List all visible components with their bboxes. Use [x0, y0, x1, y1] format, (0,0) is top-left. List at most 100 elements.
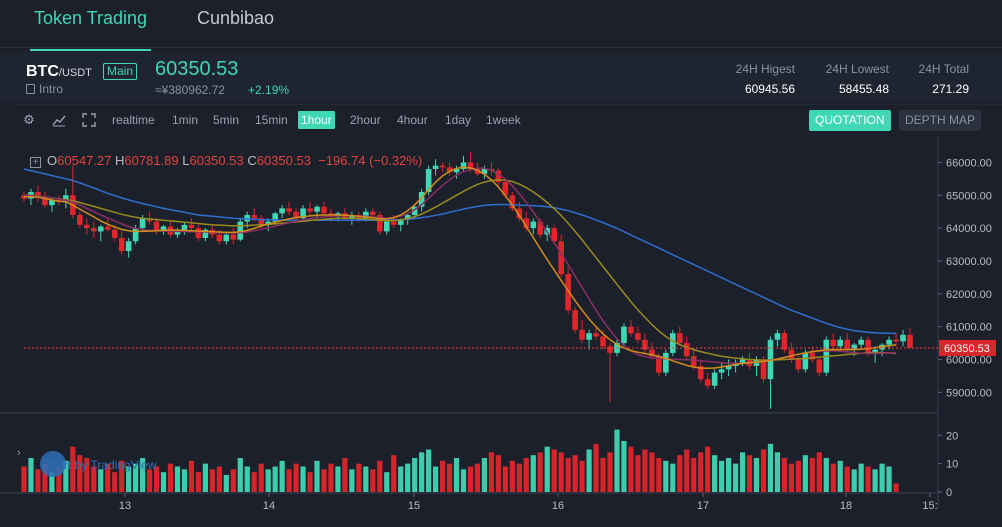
volume-bar: [42, 463, 48, 492]
interval-1day[interactable]: 1day: [445, 113, 472, 127]
trading-pair[interactable]: BTC/USDT: [26, 63, 92, 81]
volume-bar: [230, 469, 236, 492]
candle-body: [760, 359, 767, 380]
candle-body: [788, 349, 795, 360]
interval-5min[interactable]: 5min: [213, 113, 240, 127]
interval-2hour[interactable]: 2hour: [350, 113, 381, 127]
candle-body: [711, 372, 718, 386]
candle-body: [802, 352, 809, 370]
x-tick-label: 15: [408, 500, 420, 512]
volume-bar: [600, 458, 606, 492]
interval-1min[interactable]: 1min: [172, 113, 199, 127]
candle-body: [607, 346, 613, 353]
candlestick-chart[interactable]: 66000.00 65000.00 64000.00 63000.00 62000.00…: [0, 136, 1002, 527]
candle-body: [223, 234, 230, 242]
open-label: O: [47, 153, 58, 168]
stat-value: 58455.48: [838, 82, 889, 96]
candle-body: [600, 336, 606, 347]
volume-bar: [530, 455, 536, 492]
volume-bar: [642, 449, 648, 492]
depth-map-button[interactable]: DEPTH MAP: [899, 110, 982, 131]
tradingview-attribution[interactable]: Chart by TradingView: [42, 458, 157, 472]
volume-bar: [146, 469, 153, 492]
volume-bar: [593, 443, 599, 492]
main-badge: Main: [103, 63, 138, 80]
interval-15min[interactable]: 15min: [255, 113, 288, 127]
candle-body: [872, 349, 878, 353]
candle-body: [572, 310, 578, 330]
candle-body: [111, 229, 118, 238]
candle-body: [865, 339, 871, 353]
candle-body: [704, 379, 711, 386]
x-tick-label: 15:: [922, 500, 937, 512]
intro-link[interactable]: Intro: [26, 82, 63, 96]
candle-body: [858, 339, 864, 345]
volume-bar: [188, 460, 195, 492]
indicator-icon[interactable]: [52, 113, 66, 127]
volume-bar: [412, 458, 418, 492]
candle-body: [411, 206, 418, 215]
volume-bar: [77, 455, 83, 492]
candle-body: [293, 211, 299, 219]
candle-body: [370, 211, 376, 215]
candle-body: [230, 234, 237, 240]
intro-label: Intro: [39, 82, 64, 96]
last-price-tag: [939, 339, 996, 356]
y-tick-label: 59000.00: [946, 387, 992, 399]
base-currency: BTC: [26, 63, 59, 80]
candle-body: [621, 326, 627, 344]
volume-bar: [753, 458, 760, 492]
candle-body: [321, 206, 327, 214]
candle-body: [286, 208, 292, 212]
volume-bar: [160, 472, 167, 492]
candle-body: [844, 339, 851, 350]
volume-bar: [105, 463, 111, 492]
cny-price: ≈¥380962.72: [155, 83, 225, 97]
x-tick-label: 14: [263, 500, 275, 512]
interval-1hour[interactable]: 1hour: [298, 111, 335, 129]
document-icon: [26, 84, 35, 94]
y-tick-label: 64000.00: [946, 223, 992, 235]
candle-body: [418, 191, 425, 207]
chevron-right-icon[interactable]: ›: [17, 447, 21, 459]
interval-4hour[interactable]: 4hour: [397, 113, 428, 127]
volume-bar: [739, 452, 746, 492]
volume-bar: [244, 466, 250, 492]
volume-bar: [586, 449, 592, 492]
candle-body: [725, 366, 732, 370]
volume-bar: [656, 458, 662, 492]
candle-body: [97, 226, 104, 232]
candle-body: [439, 165, 446, 168]
y-tick-label: 61000.00: [946, 322, 992, 334]
volume-tick-label: 10: [946, 459, 958, 471]
volume-bar: [474, 463, 481, 492]
candle-body: [893, 339, 899, 342]
interval-realtime[interactable]: realtime: [112, 113, 155, 127]
y-tick-label: 63000.00: [946, 256, 992, 268]
expand-icon[interactable]: +: [30, 157, 41, 168]
candle-body: [279, 208, 285, 214]
volume-bar: [272, 466, 278, 492]
candle-body: [453, 168, 460, 173]
interval-1week[interactable]: 1week: [486, 113, 521, 127]
quotation-button[interactable]: QUOTATION: [809, 110, 891, 131]
gear-icon[interactable]: ⚙: [23, 112, 35, 127]
volume-bar: [830, 463, 836, 492]
tab-token-trading[interactable]: Token Trading: [29, 8, 152, 51]
volume-bar: [49, 472, 55, 492]
price-chart[interactable]: 66000.00 65000.00 64000.00 63000.00 62000.00…: [0, 136, 1002, 527]
tab-cunbibao[interactable]: Cunbibao: [197, 8, 275, 28]
volume-bar: [181, 469, 188, 492]
chart-toolbar: ⚙ realtime 1min 5min 15min 1hour 2hour 4…: [12, 104, 1002, 134]
candle-body: [837, 339, 844, 347]
candle-body: [383, 221, 390, 232]
fullscreen-icon[interactable]: [82, 113, 96, 127]
y-tick-label: 62000.00: [946, 289, 992, 301]
volume-bar: [816, 452, 822, 492]
volume-bar: [377, 460, 383, 492]
volume-bar: [460, 469, 467, 492]
volume-bar: [363, 466, 369, 492]
volume-bar: [788, 463, 795, 492]
candle-body: [907, 334, 913, 348]
volume-bar: [133, 463, 139, 492]
